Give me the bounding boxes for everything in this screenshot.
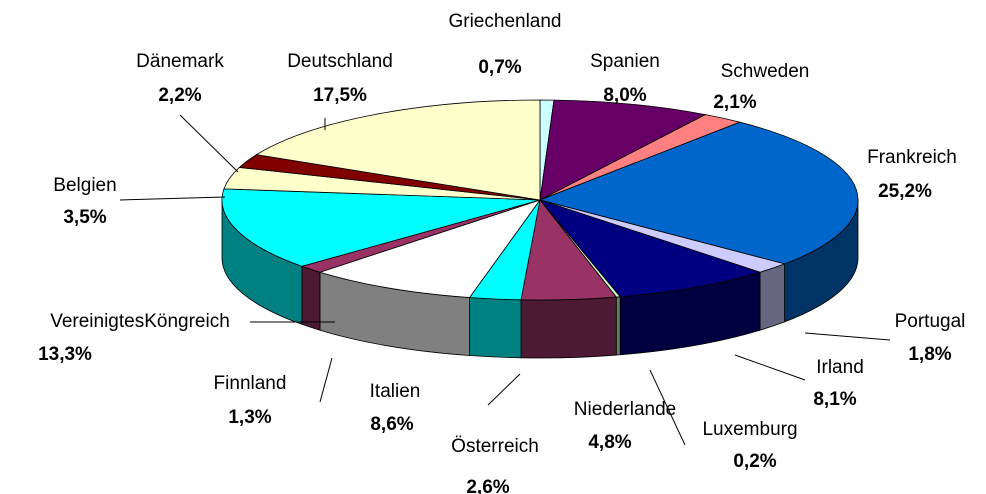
- value-label: 13,3%: [38, 344, 92, 365]
- slice: [318, 199, 542, 298]
- value-label: 8,6%: [370, 414, 413, 435]
- value-label: 0,2%: [733, 451, 776, 472]
- value-label: 8,1%: [813, 389, 856, 410]
- value-label: 2,1%: [713, 92, 756, 113]
- slice-label: Finnland: [214, 373, 287, 394]
- slice-label: Luxemburg: [702, 419, 797, 440]
- slice-label: Belgien: [53, 175, 116, 196]
- slice-label: Schweden: [721, 61, 810, 82]
- slice-label: Frankreich: [867, 147, 957, 168]
- value-label: 3,5%: [63, 207, 106, 228]
- slice-label: Österreich: [451, 436, 539, 457]
- leader-line: [119, 196, 226, 201]
- value-label: 2,6%: [466, 477, 509, 494]
- value-label: 17,5%: [313, 85, 367, 106]
- slice-label: Niederlande: [574, 399, 676, 420]
- slice-side: [301, 265, 321, 331]
- slice-label: VereinigtesKöngreich: [50, 311, 230, 332]
- value-label: 4,8%: [588, 432, 631, 453]
- slice-label: Irland: [816, 357, 864, 378]
- slice: [538, 121, 859, 265]
- slice-side: [520, 296, 617, 359]
- value-label: 1,3%: [228, 407, 271, 428]
- slice-side: [759, 263, 785, 331]
- slice-side: [469, 297, 522, 359]
- slice-side: [615, 296, 621, 356]
- leader-line: [734, 354, 806, 381]
- slice-label: Italien: [370, 381, 421, 402]
- leader-line: [319, 357, 333, 403]
- slice-label: Spanien: [590, 51, 660, 72]
- slice-label: Dänemark: [136, 51, 224, 72]
- value-label: 8,0%: [603, 85, 646, 106]
- slice: [255, 99, 541, 201]
- leader-line: [804, 332, 891, 341]
- leader-line: [179, 114, 239, 173]
- leader-line: [487, 373, 521, 406]
- leader-line: [649, 369, 686, 446]
- value-label: 0,7%: [478, 57, 521, 78]
- slice: [538, 199, 762, 298]
- slice-label: Portugal: [895, 311, 966, 332]
- value-label: 2,2%: [158, 85, 201, 106]
- slice-label: Griechenland: [448, 11, 561, 32]
- value-label: 1,8%: [908, 344, 951, 365]
- slice-label: Deutschland: [287, 51, 393, 72]
- slice: [539, 99, 707, 201]
- value-label: 25,2%: [878, 181, 932, 202]
